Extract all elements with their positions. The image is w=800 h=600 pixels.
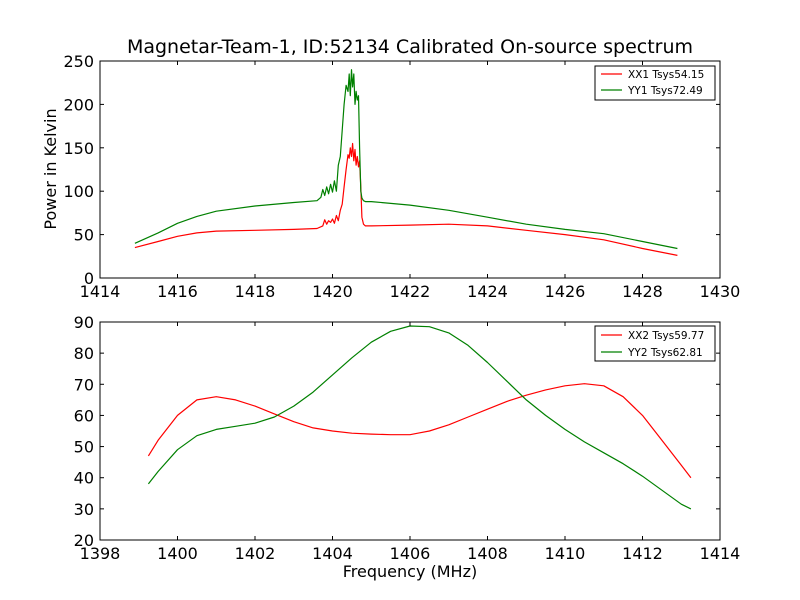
- bottom-legend-box: [594, 325, 716, 362]
- top-y-tick-label: 200: [63, 95, 94, 114]
- bottom-x-tick-label: 1406: [390, 544, 431, 563]
- bottom-plot-frame: [99, 321, 721, 541]
- bottom-y-tick-label: 90: [74, 313, 94, 332]
- bottom-y-tick-label: 70: [74, 375, 94, 394]
- top-plot-frame: [99, 60, 721, 279]
- bottom-x-tick-label: 1408: [467, 544, 508, 563]
- top-x-tick-label: 1422: [390, 282, 431, 301]
- bottom-axis-ticks: 1398 1400 1402 1404 1406 1408 1410 1412 1414 20 30…: [74, 313, 741, 563]
- bottom-y-tick-label: 30: [74, 500, 94, 519]
- bottom-y-tick-label: 80: [74, 344, 94, 363]
- top-x-tick-label: 1416: [157, 282, 198, 301]
- top-y-tick-label: 250: [63, 52, 94, 71]
- bottom-x-axis-label: Frequency (MHz): [343, 562, 477, 581]
- top-axis-ticks: 1414 1416 1418 1420 1422 1424 1426 1428 1430 0 50 1…: [63, 52, 740, 301]
- bottom-legend-label-yy2: YY2 Tsys62.81: [627, 347, 703, 359]
- chart-title: Magnetar-Team-1, ID:52134 Calibrated On-…: [127, 36, 693, 58]
- top-x-tick-label: 1424: [467, 282, 508, 301]
- top-x-tick-label: 1420: [312, 282, 353, 301]
- top-y-tick-label: 0: [84, 269, 94, 288]
- top-legend-label-xx1: XX1 Tsys54.15: [628, 69, 704, 81]
- bottom-x-tick-label: 1398: [80, 544, 121, 563]
- top-legend-box: [594, 65, 716, 101]
- top-y-axis-label: Power in Kelvin: [41, 108, 60, 229]
- bottom-y-tick-label: 20: [74, 531, 94, 550]
- bottom-x-tick-label: 1402: [235, 544, 276, 563]
- bottom-x-tick-label: 1404: [312, 544, 353, 563]
- top-plot-lines: [134, 69, 678, 256]
- top-x-tick-label: 1414: [80, 282, 121, 301]
- top-x-tick-label: 1428: [622, 282, 663, 301]
- bottom-y-tick-label: 50: [74, 438, 94, 457]
- bottom-series-line-yy2: [147, 325, 692, 510]
- bottom-y-tick-label: 40: [74, 469, 94, 488]
- bottom-series-line-xx2: [147, 383, 692, 479]
- top-x-tick-label: 1426: [545, 282, 586, 301]
- top-plot-panel: Power in Kelvin 1414 1416 1418 1420 1422 1424…: [41, 52, 740, 301]
- bottom-x-tick-label: 1412: [622, 544, 663, 563]
- top-legend-label-yy1: YY1 Tsys72.49: [627, 85, 703, 97]
- bottom-x-tick-label: 1400: [157, 544, 198, 563]
- top-series-line-yy1: [134, 69, 678, 250]
- bottom-y-tick-label: 60: [74, 406, 94, 425]
- top-y-tick-label: 150: [63, 139, 94, 158]
- top-x-tick-label: 1418: [235, 282, 276, 301]
- top-x-tick-label: 1430: [700, 282, 741, 301]
- bottom-plot-panel: 1398 1400 1402 1404 1406 1408 1410 1412 1414 20 30…: [74, 313, 741, 581]
- top-series-line-xx1: [134, 142, 678, 256]
- bottom-legend: XX2 Tsys59.77 YY2 Tsys62.81: [594, 325, 716, 362]
- top-y-tick-label: 50: [74, 226, 94, 245]
- top-legend: XX1 Tsys54.15 YY1 Tsys72.49: [594, 65, 716, 101]
- bottom-x-tick-label: 1410: [545, 544, 586, 563]
- top-y-tick-label: 100: [63, 182, 94, 201]
- bottom-x-tick-label: 1414: [700, 544, 741, 563]
- bottom-plot-lines: [147, 325, 692, 510]
- bottom-legend-label-xx2: XX2 Tsys59.77: [628, 330, 704, 342]
